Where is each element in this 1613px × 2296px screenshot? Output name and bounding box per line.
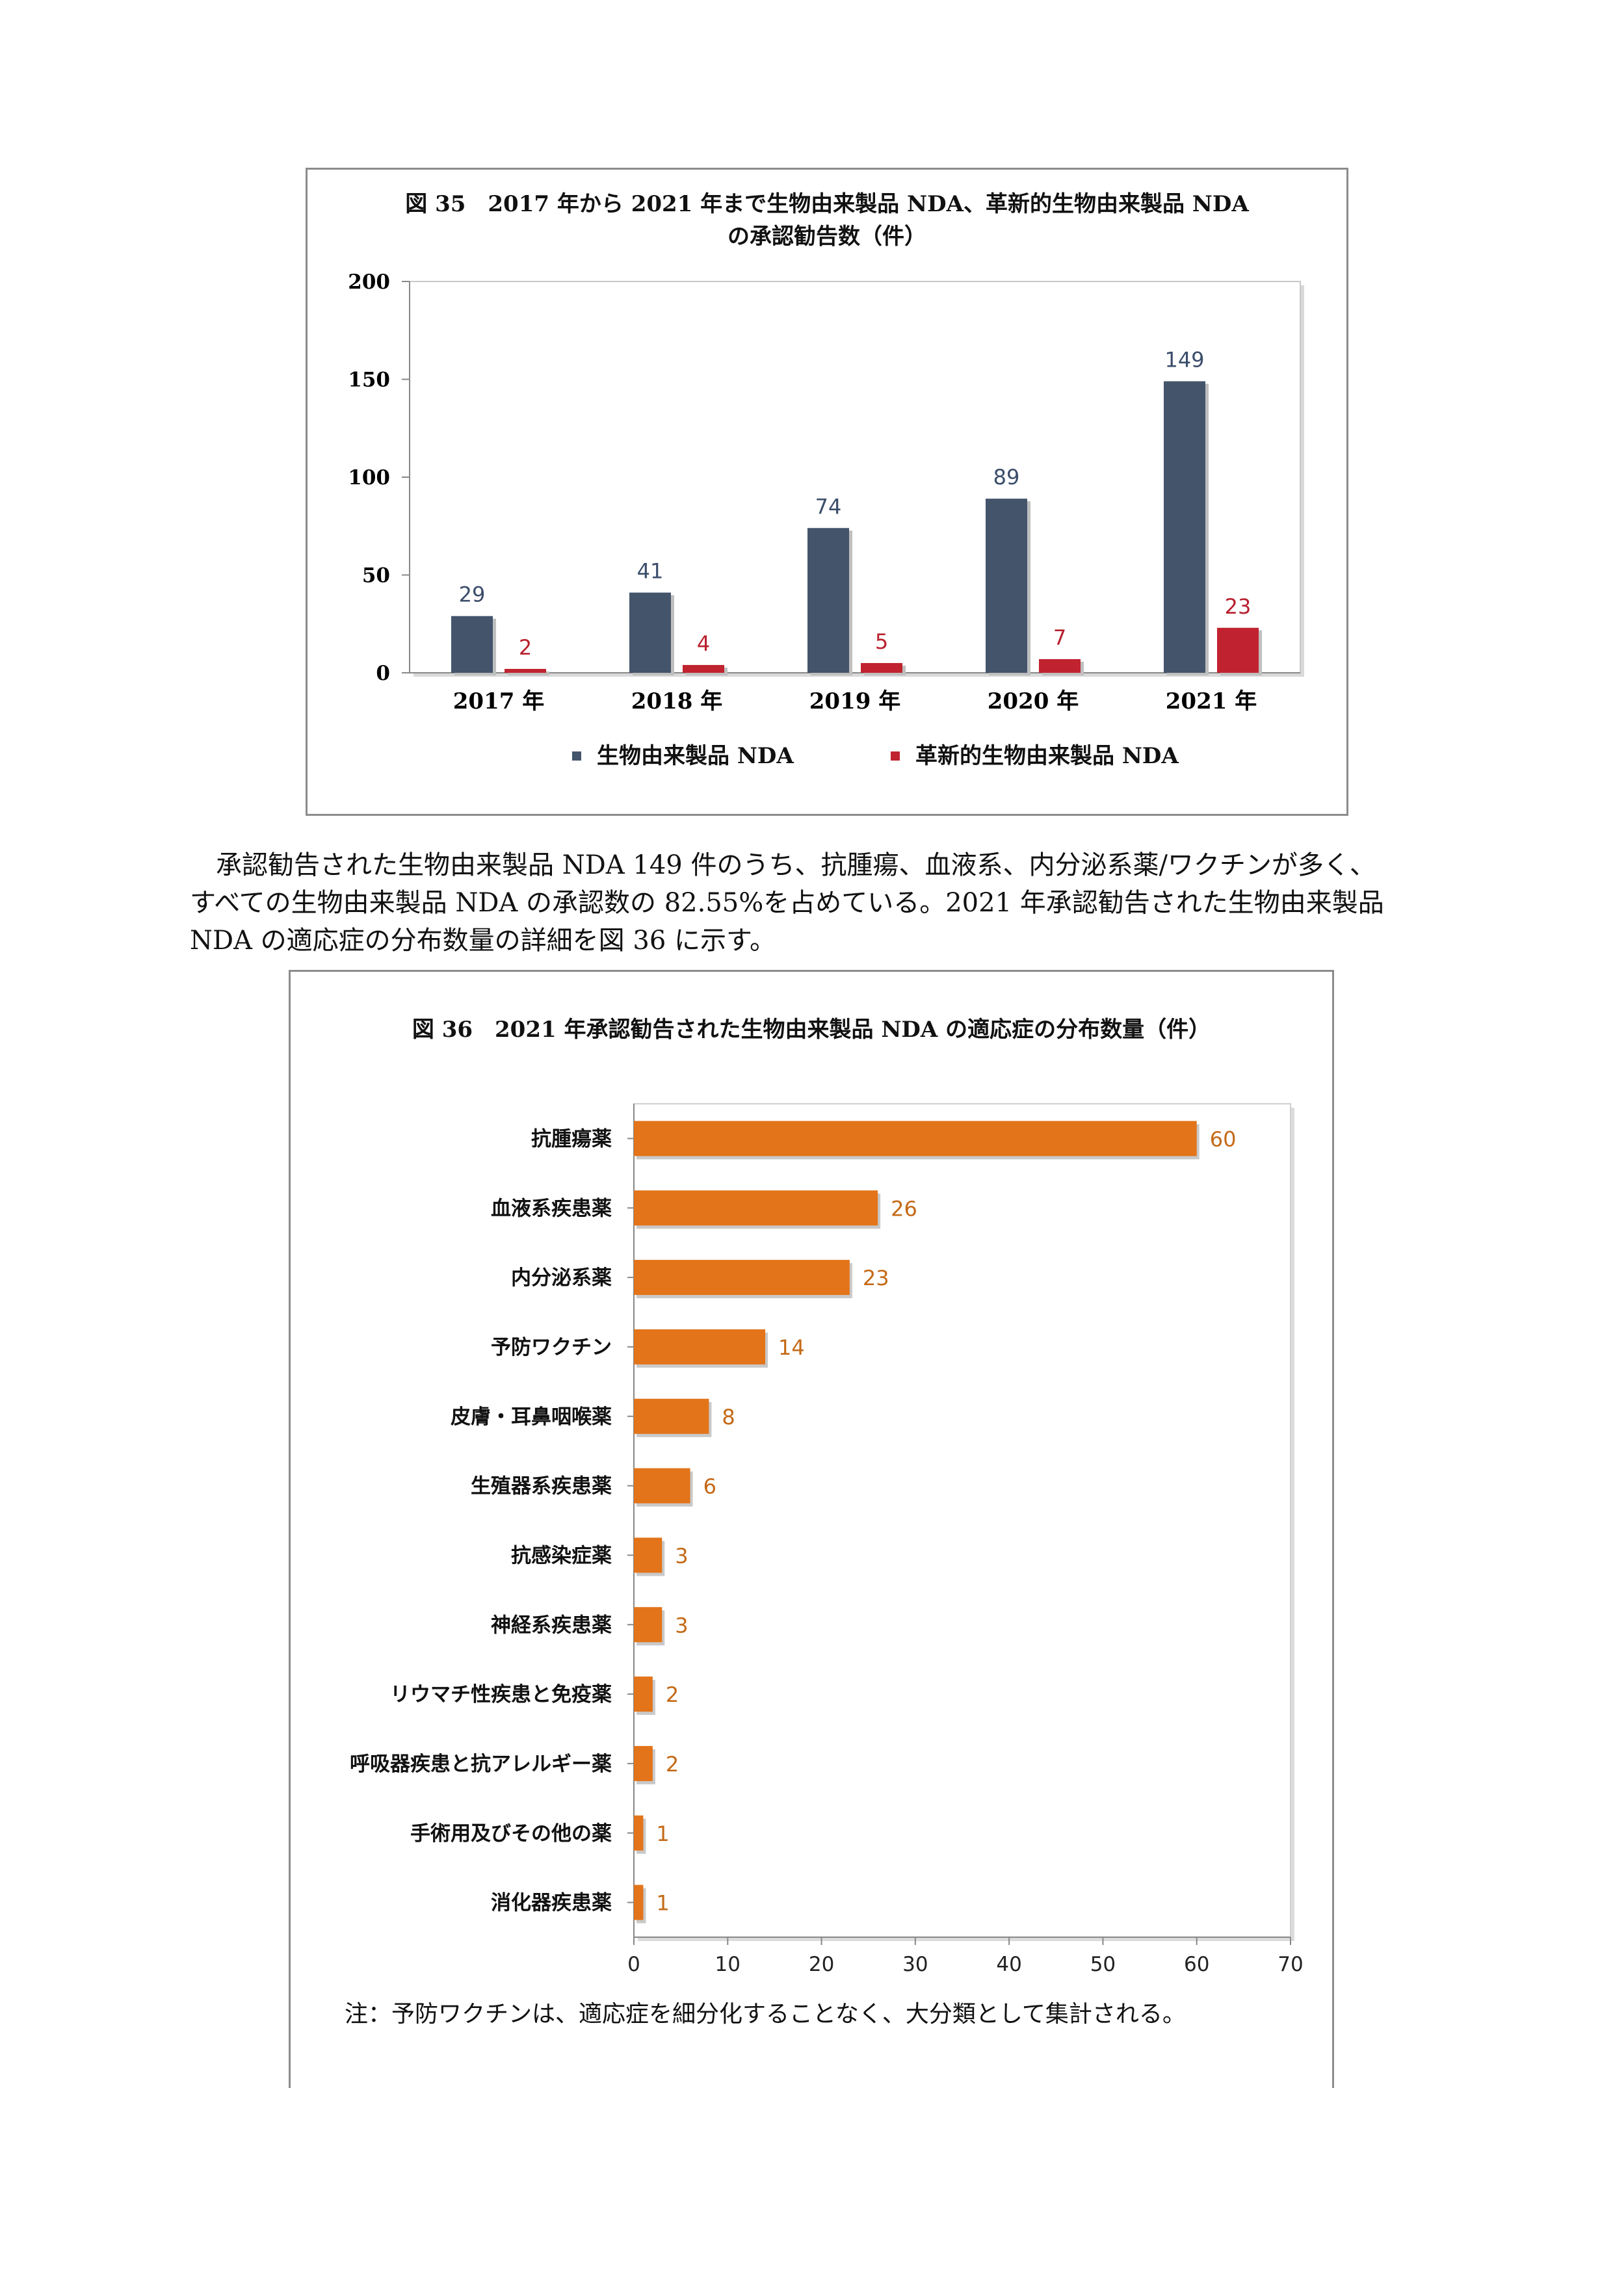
data-label: 3: [675, 1543, 688, 1568]
bar: [634, 1745, 653, 1781]
figure-36-frame: 図 36 2021 年承認勧告された生物由来製品 NDA の適応症の分布数量（件…: [289, 970, 1334, 2088]
bar: [634, 1121, 1197, 1156]
bar: [634, 1676, 653, 1712]
category-label: 手術用及びその他の薬: [410, 1822, 612, 1846]
x-tick-label: 2018 年: [631, 688, 722, 714]
category-label: 呼吸器疾患と抗アレルギー薬: [350, 1753, 612, 1776]
figure-35-chart: 0 50 100 150 200 29 2 2017 年 41 4 2018 年 74 5 2019 年 8…: [348, 270, 1304, 769]
y-tick-label: 200: [348, 270, 390, 294]
data-label: 23: [1225, 594, 1252, 619]
bar-innovative: [1039, 659, 1081, 673]
category-label: 神経系疾患薬: [491, 1613, 612, 1637]
category-label: 抗腫瘍薬: [531, 1127, 612, 1151]
x-tick-label: 20: [809, 1953, 834, 1976]
bar: [634, 1885, 644, 1920]
bar: [634, 1607, 662, 1643]
bar: [634, 1398, 709, 1434]
data-label: 29: [459, 582, 486, 607]
category-label: 消化器疾患薬: [491, 1892, 612, 1915]
y-tick-label: 100: [348, 466, 390, 489]
data-label: 2: [666, 1682, 679, 1707]
figure-35-title-line2: の承認勧告数（件）: [728, 224, 926, 250]
category-label: 内分泌系薬: [511, 1266, 612, 1290]
x-tick-label: 70: [1278, 1953, 1303, 1976]
y-tick-label: 0: [376, 662, 390, 685]
bar-biologic: [1164, 381, 1205, 673]
category-label: 血液系疾患薬: [491, 1197, 612, 1220]
data-label: 5: [875, 629, 888, 654]
category-label: 皮膚・耳鼻咽喉薬: [451, 1405, 612, 1429]
x-tick-label: 10: [715, 1953, 741, 1976]
data-label: 2: [519, 635, 532, 660]
data-label: 1: [656, 1891, 669, 1916]
data-label: 60: [1210, 1127, 1237, 1151]
data-label: 4: [697, 631, 710, 656]
data-label: 89: [993, 465, 1020, 489]
data-label: 149: [1164, 348, 1204, 372]
category-label: 抗感染症薬: [511, 1544, 612, 1567]
x-tick-label: 2020 年: [988, 688, 1079, 714]
body-paragraph: 承認勧告された生物由来製品 NDA 149 件のうち、抗腫瘍、血液系、内分泌系薬…: [190, 846, 1464, 959]
bar-innovative: [683, 664, 724, 673]
x-tick-label: 2021 年: [1166, 688, 1257, 714]
figure-35-title: 図 35 2017 年から 2021 年まで生物由来製品 NDA、革新的生物由来…: [308, 188, 1346, 253]
figure-35-title-line1: 図 35 2017 年から 2021 年まで生物由来製品 NDA、革新的生物由来…: [405, 191, 1249, 217]
bar-biologic: [451, 616, 493, 673]
bar-innovative: [861, 662, 902, 673]
data-label: 7: [1053, 625, 1066, 650]
bar: [634, 1537, 662, 1573]
data-label: 6: [703, 1474, 716, 1499]
x-tick-label: 50: [1090, 1953, 1116, 1976]
paragraph-line-1: 承認勧告された生物由来製品 NDA 149 件のうち、抗腫瘍、血液系、内分泌系薬…: [216, 850, 1376, 880]
figure-36-note: 注：予防ワクチンは、適応症を細分化することなく、大分類として集計される。: [345, 2001, 1186, 2028]
data-label: 3: [675, 1613, 688, 1637]
data-label: 2: [666, 1752, 679, 1777]
x-tick-label: 0: [627, 1953, 640, 1976]
data-label: 26: [891, 1196, 917, 1221]
plot-area: [633, 1103, 1291, 1938]
figure-36-title: 図 36 2021 年承認勧告された生物由来製品 NDA の適応症の分布数量（件…: [412, 1017, 1211, 1043]
data-label: 41: [637, 559, 664, 584]
bar-biologic: [629, 592, 671, 673]
figure-36-chart: 0 10 20 30 40 50 60 7060抗腫瘍薬26血液系疾患薬23内分泌系薬14予防…: [350, 1103, 1304, 1976]
data-label: 74: [815, 494, 842, 519]
legend-label: 生物由来製品 NDA: [597, 743, 794, 769]
data-label: 23: [863, 1266, 889, 1290]
bar-shadow: [508, 671, 549, 675]
x-tick-label: 2019 年: [809, 688, 900, 714]
legend-swatch: [572, 751, 581, 761]
category-label: 生殖器系疾患薬: [471, 1475, 612, 1498]
x-tick-label: 60: [1184, 1953, 1209, 1976]
data-label: 1: [656, 1821, 669, 1846]
legend-swatch: [891, 751, 900, 761]
y-tick-label: 50: [362, 564, 390, 588]
bar-innovative: [1217, 627, 1259, 673]
bar: [634, 1468, 690, 1504]
bar-biologic: [986, 499, 1027, 673]
bar-biologic: [807, 528, 849, 673]
bar-innovative: [505, 668, 546, 673]
bar: [634, 1260, 850, 1296]
y-tick-label: 150: [348, 369, 390, 392]
bar: [634, 1329, 765, 1364]
paragraph-line-3: NDA の適応症の分布数量の詳細を図 36 に示す。: [190, 926, 776, 956]
bar: [634, 1190, 878, 1226]
paragraph-line-2: すべての生物由来製品 NDA の承認数の 82.55%を占めている。2021 年…: [190, 888, 1384, 918]
x-tick-label: 40: [996, 1953, 1021, 1976]
data-label: 14: [778, 1335, 805, 1360]
category-label: リウマチ性疾患と免疫薬: [390, 1683, 612, 1706]
x-tick-label: 2017 年: [453, 688, 544, 714]
plot-area: [409, 281, 1301, 673]
category-label: 予防ワクチン: [491, 1336, 612, 1359]
data-label: 8: [722, 1405, 735, 1429]
x-tick-label: 30: [902, 1953, 928, 1976]
legend-label: 革新的生物由来製品 NDA: [915, 743, 1179, 769]
bar: [634, 1815, 644, 1851]
